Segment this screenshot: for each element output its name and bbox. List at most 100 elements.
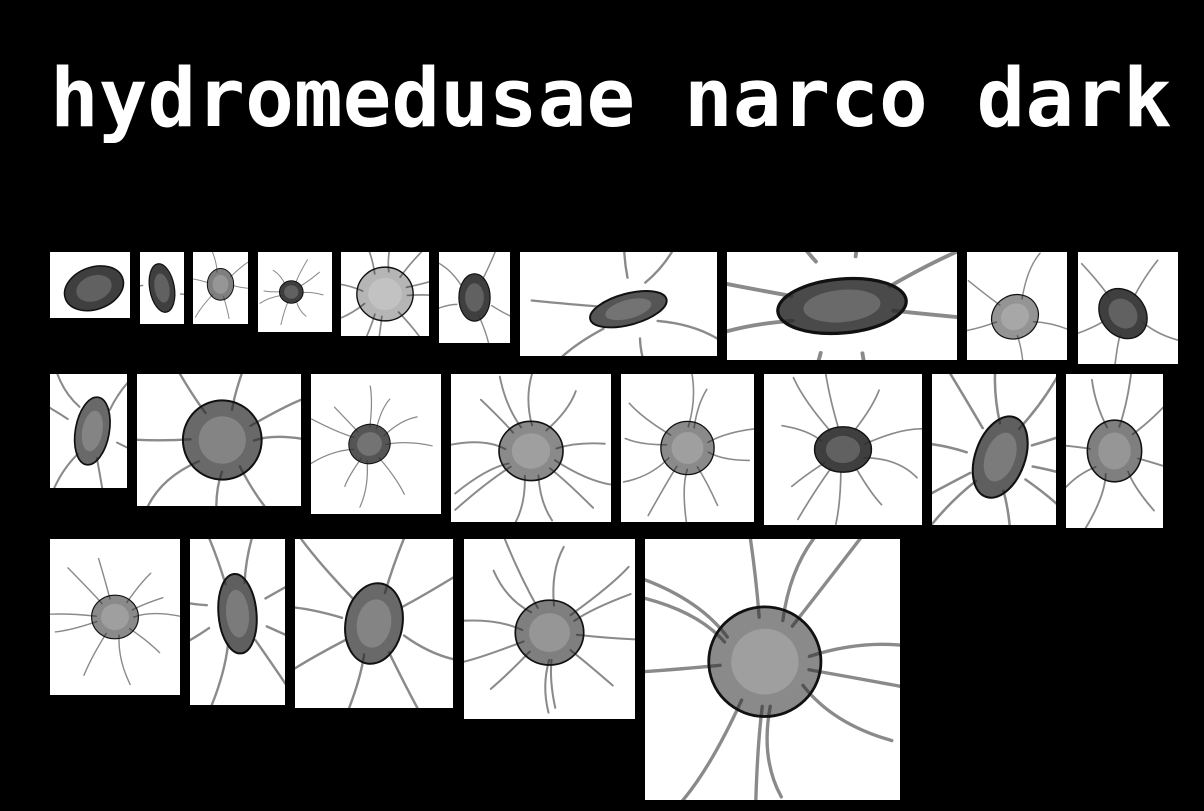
tentacle	[97, 557, 111, 600]
medusa-bell	[348, 423, 391, 465]
tentacle	[128, 627, 161, 654]
tentacle	[624, 437, 668, 446]
medusa-texture	[76, 274, 112, 302]
tentacle	[344, 457, 362, 488]
plankton-image-9	[967, 252, 1067, 360]
tentacle	[1017, 376, 1056, 431]
tentacle	[553, 459, 611, 486]
tentacle	[118, 634, 131, 686]
tentacle	[707, 451, 751, 462]
plankton-image-15	[621, 374, 754, 522]
medusa-illustration	[295, 539, 453, 708]
medusa-bell	[1086, 419, 1143, 483]
tentacle	[696, 466, 719, 507]
tentacle	[638, 337, 644, 356]
tentacle	[1091, 378, 1108, 429]
medusa-illustration	[645, 539, 900, 800]
medusa-illustration	[727, 252, 957, 360]
tentacle	[537, 474, 554, 522]
medusa-illustration	[137, 374, 301, 506]
tentacle	[387, 651, 419, 708]
tentacle	[369, 385, 373, 428]
tentacle	[790, 461, 826, 488]
tentacle	[530, 299, 599, 308]
medusa-texture	[212, 274, 229, 294]
tentacle	[481, 252, 496, 281]
medusa-illustration	[439, 252, 510, 343]
tentacle	[478, 315, 490, 343]
medusa-bell	[660, 420, 715, 476]
plankton-image-18	[1066, 374, 1163, 528]
medusa-illustration	[622, 374, 754, 522]
medusa-bell	[206, 268, 235, 301]
tentacle	[56, 374, 81, 408]
tentacle	[311, 448, 355, 465]
tentacle	[1127, 470, 1155, 512]
tentacle	[1031, 465, 1056, 473]
medusa-bell	[344, 582, 404, 665]
medusa-bell	[356, 266, 414, 322]
medusa-bell	[498, 420, 564, 482]
tentacle	[1030, 436, 1056, 447]
plankton-image-5	[341, 252, 429, 336]
medusa-illustration	[530, 252, 717, 356]
tentacle	[208, 539, 227, 586]
tentacle	[1114, 334, 1121, 364]
tentacle	[544, 658, 551, 714]
tentacle	[254, 638, 285, 686]
tentacle	[399, 252, 423, 279]
medusa-illustration	[464, 539, 635, 714]
tentacle	[792, 376, 831, 432]
tentacle	[569, 649, 614, 687]
medusa-texture	[1098, 432, 1131, 470]
plankton-image-6	[439, 252, 510, 343]
tentacle	[397, 311, 421, 336]
plankton-image-8	[727, 252, 957, 360]
medusa-texture	[511, 433, 551, 469]
tentacle	[1084, 473, 1107, 528]
tentacle	[853, 252, 859, 259]
tentacle	[295, 299, 307, 317]
tentacle	[765, 704, 783, 799]
tentacle	[575, 633, 635, 641]
tentacle	[1118, 374, 1132, 428]
tentacle	[1066, 444, 1091, 450]
tentacle	[490, 304, 510, 317]
tentacle	[272, 269, 286, 286]
tentacle	[932, 471, 972, 495]
tentacle	[299, 539, 355, 600]
tentacle	[333, 406, 359, 433]
tentacle	[863, 456, 918, 479]
medusa-texture	[357, 432, 382, 456]
tentacle	[378, 457, 405, 495]
tentacle	[300, 291, 324, 296]
medusa-texture	[100, 603, 130, 631]
tentacle	[503, 539, 539, 609]
medusa-illustration	[967, 252, 1067, 360]
tentacle	[569, 565, 630, 617]
tentacle	[1131, 406, 1163, 436]
medusa-illustration	[50, 374, 127, 488]
tentacle	[644, 252, 674, 284]
tentacle	[932, 479, 978, 525]
tentacle	[368, 252, 376, 275]
tentacle	[622, 457, 670, 483]
tentacle	[190, 626, 211, 642]
medusa-illustration	[1066, 374, 1163, 528]
medusa-illustration	[781, 374, 922, 525]
tentacle	[967, 279, 1001, 306]
medusa-texture	[154, 273, 170, 303]
tentacle	[805, 252, 818, 264]
tentacle	[365, 313, 376, 336]
tentacle	[67, 567, 103, 605]
medusa-illustration	[311, 385, 433, 508]
tentacle	[1016, 335, 1024, 360]
tentacle	[514, 474, 526, 522]
medusa-bell	[148, 263, 176, 313]
tentacle	[1080, 262, 1111, 298]
medusa-bell	[73, 396, 111, 466]
medusa-texture	[528, 613, 571, 653]
medusa-illustration	[50, 557, 180, 686]
plankton-image-19	[50, 539, 180, 695]
tentacle	[647, 465, 678, 517]
